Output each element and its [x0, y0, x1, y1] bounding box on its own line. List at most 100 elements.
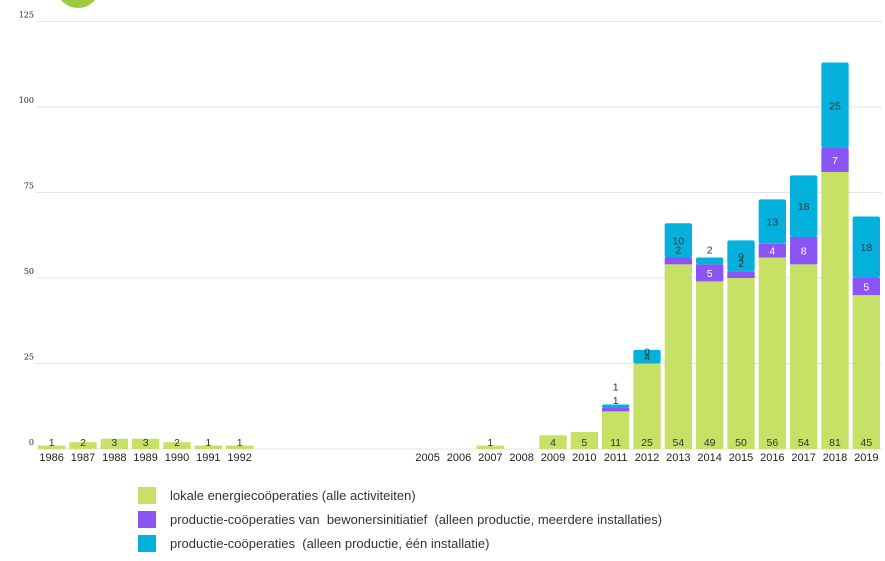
- bar-value-label: 18: [860, 242, 872, 254]
- x-tick-label: 1988: [102, 452, 126, 464]
- x-tick-label: 1986: [39, 452, 63, 464]
- bar-segment: [790, 236, 818, 265]
- bar-value-label: 5: [707, 268, 713, 280]
- x-tick-label: 2005: [415, 452, 439, 464]
- bar-value-label: 50: [735, 437, 747, 449]
- bar-value-label: 4: [550, 437, 556, 449]
- bar-segment: [727, 240, 755, 272]
- bar-value-label: 45: [860, 437, 872, 449]
- legend-label-multi-install: productie-coöperaties van bewonersinitia…: [170, 511, 663, 527]
- bar-value-label: 7: [832, 155, 838, 167]
- legend-item-single-install: productie-coöperaties (alleen productie,…: [138, 533, 662, 553]
- legend-label-single-install: productie-coöperaties (alleen productie,…: [170, 535, 490, 551]
- bar-segment: [194, 445, 222, 449]
- bar-segment: [226, 445, 254, 449]
- legend-swatch-multi-install: [138, 510, 156, 528]
- x-tick-label: 1990: [165, 452, 189, 464]
- bar-value-label: 3: [111, 437, 117, 449]
- x-tick-label: 2007: [478, 452, 502, 464]
- bar-value-label: 18: [798, 201, 810, 213]
- bar-value-label: 3: [143, 437, 149, 449]
- bar-value-label: 11: [610, 437, 621, 449]
- bar-value-label: 25: [829, 100, 841, 112]
- bar-segment: [852, 278, 880, 296]
- x-tick-label: 2006: [447, 452, 471, 464]
- bar-segment: [696, 257, 724, 265]
- bar-value-label: 1: [49, 437, 55, 449]
- bar-value-label: 1: [613, 382, 619, 394]
- bar-segment: [758, 243, 786, 258]
- bar-value-label: 5: [581, 437, 587, 449]
- x-tick-label: 2013: [666, 452, 690, 464]
- bar-segment: [602, 407, 630, 412]
- bar-value-label: 0: [644, 347, 650, 359]
- bar-segment: [602, 411, 630, 449]
- bar-segment: [38, 445, 66, 449]
- legend: lokale energiecoöperaties (alle activite…: [138, 485, 662, 557]
- x-tick-label: 1992: [227, 452, 251, 464]
- bar-value-label: 81: [829, 437, 841, 449]
- y-tick-label: 25: [24, 353, 34, 362]
- bar-value-label: 8: [801, 246, 807, 258]
- bar-value-label: 2: [707, 244, 713, 256]
- legend-swatch-local: [138, 486, 156, 504]
- bar-value-label: 54: [672, 437, 684, 449]
- bar-segment: [633, 349, 661, 364]
- legend-item-multi-install: productie-coöperaties van bewonersinitia…: [138, 509, 662, 529]
- x-tick-label: 1991: [196, 452, 220, 464]
- x-tick-label: 2008: [509, 452, 533, 464]
- bar-segment: [163, 442, 191, 449]
- bar-value-label: 4: [644, 352, 650, 364]
- bar-value-label: 5: [863, 282, 869, 294]
- legend-label-local: lokale energiecoöperaties (alle activite…: [170, 487, 416, 503]
- bar-value-label: 1: [487, 437, 493, 449]
- bar-segment: [69, 442, 97, 449]
- bar-value-label: 4: [769, 246, 775, 258]
- bar-value-label: 1: [205, 437, 211, 449]
- bar-segment: [727, 271, 755, 278]
- bar-segment: [570, 431, 598, 449]
- y-tick-label: 75: [24, 182, 34, 191]
- bar-value-label: 1: [613, 395, 619, 407]
- bar-segment: [100, 438, 128, 449]
- bar-segment: [664, 223, 692, 258]
- x-tick-label: 2011: [604, 452, 628, 464]
- bar-value-label: 1: [237, 437, 243, 449]
- legend-swatch-single-install: [138, 534, 156, 552]
- bar-value-label: 56: [766, 437, 778, 449]
- bar-segment: [696, 281, 724, 449]
- bar-segment: [476, 445, 504, 449]
- bar-value-label: 9: [738, 251, 744, 263]
- x-tick-label: 2015: [729, 452, 753, 464]
- bar-value-label: 10: [672, 235, 684, 247]
- legend-item-local: lokale energiecoöperaties (alle activite…: [138, 485, 662, 505]
- x-tick-label: 2018: [823, 452, 847, 464]
- bar-value-label: 13: [766, 217, 778, 229]
- bar-segment: [758, 199, 786, 244]
- bar-segment: [852, 216, 880, 278]
- bar-segment: [633, 363, 661, 449]
- x-tick-label: 2019: [854, 452, 878, 464]
- x-tick-label: 1987: [71, 452, 95, 464]
- bar-value-label: 2: [675, 244, 681, 256]
- bar-value-label: 2: [174, 437, 180, 449]
- bar-segment: [821, 148, 849, 172]
- bar-value-label: 2: [80, 437, 86, 449]
- bar-segment: [664, 257, 692, 265]
- y-tick-label: 50: [24, 267, 34, 276]
- corner-badge-icon: [61, 0, 95, 8]
- x-tick-label: 2017: [791, 452, 815, 464]
- y-tick-label: 0: [29, 438, 34, 447]
- bar-value-label: 2: [738, 258, 744, 270]
- x-tick-label: 2016: [760, 452, 784, 464]
- bar-segment: [852, 295, 880, 449]
- bar-segment: [132, 438, 160, 449]
- bar-segment: [790, 175, 818, 237]
- bar-segment: [758, 257, 786, 449]
- bar-segment: [696, 264, 724, 282]
- bar-segment: [821, 62, 849, 149]
- y-tick-label: 100: [19, 96, 34, 105]
- bar-segment: [821, 171, 849, 450]
- x-tick-label: 2014: [697, 452, 721, 464]
